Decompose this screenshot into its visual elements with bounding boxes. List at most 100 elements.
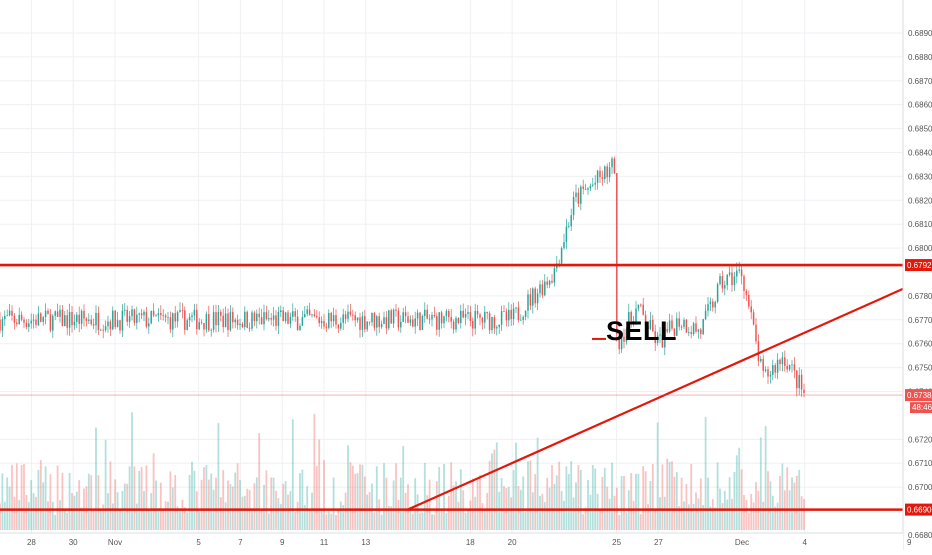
candle-body	[97, 312, 100, 331]
candle-body	[469, 312, 472, 321]
candle-body	[582, 186, 584, 189]
volume-bar	[395, 463, 397, 530]
candle-body	[73, 321, 76, 326]
candle-body	[160, 313, 162, 316]
candle-body	[575, 192, 577, 198]
volume-bar	[373, 512, 376, 530]
volume-bar	[167, 501, 169, 530]
candle-body	[656, 335, 659, 344]
candle-body	[359, 317, 361, 330]
candle-body	[527, 294, 529, 311]
volume-bar	[666, 458, 669, 530]
volume-bar	[272, 477, 275, 530]
price-axis	[903, 0, 932, 550]
volume-bar	[97, 475, 100, 530]
candle-body	[628, 312, 630, 330]
candle-body	[164, 315, 167, 318]
candle-body	[126, 309, 128, 322]
candle-body	[433, 314, 436, 317]
current-price-badge-label: 0.67385	[907, 391, 932, 400]
volume-bar	[303, 505, 306, 530]
volume-bar	[512, 470, 515, 530]
volume-bar	[726, 499, 729, 530]
volume-bar	[203, 467, 205, 530]
volume-bar	[186, 512, 189, 530]
volume-bar	[642, 466, 645, 530]
volume-bar	[332, 477, 335, 530]
candle-body	[131, 309, 133, 317]
volume-bar	[37, 469, 40, 530]
volume-bar	[291, 419, 294, 530]
candle-body	[733, 276, 736, 286]
candle-body	[714, 301, 716, 308]
candle-body	[577, 192, 580, 204]
candle-body	[580, 186, 582, 204]
date-tick-label: 18	[466, 538, 475, 547]
candle-body	[618, 334, 620, 350]
candle-body	[102, 329, 104, 331]
volume-bar	[138, 470, 141, 530]
candle-body	[68, 312, 71, 328]
volume-bar	[755, 482, 757, 530]
candle-body	[294, 311, 296, 317]
candle-body	[220, 311, 222, 316]
candle-body	[560, 248, 563, 264]
candle-body	[760, 358, 762, 362]
candle-body	[436, 316, 438, 330]
candle-body	[52, 315, 54, 331]
volume-bar	[229, 484, 232, 530]
candle-body	[589, 185, 592, 189]
candle-body	[61, 309, 64, 327]
volume-bar	[455, 481, 457, 530]
candle-body	[784, 357, 786, 366]
volume-bar	[359, 464, 361, 530]
volume-bar	[649, 481, 652, 530]
volume-bar	[747, 512, 750, 530]
candle-body	[409, 319, 412, 323]
candle-body	[503, 311, 505, 312]
candle-body	[59, 309, 61, 317]
countdown-badge	[910, 402, 932, 414]
candle-body	[318, 317, 320, 324]
candle-body	[155, 315, 157, 317]
candle-body	[347, 311, 349, 319]
volume-bar	[164, 501, 167, 530]
candle-body	[520, 319, 522, 321]
volume-bar	[791, 477, 793, 530]
volume-bar	[71, 493, 73, 530]
volume-bar	[279, 504, 282, 530]
date-tick-label: 4	[802, 538, 807, 547]
trendline	[407, 275, 931, 511]
volume-bar	[54, 514, 57, 530]
candle-body	[407, 316, 409, 323]
candle-body	[731, 272, 733, 286]
volume-bar	[759, 437, 762, 530]
candle-body	[104, 326, 107, 331]
candle-body	[508, 309, 510, 321]
candle-body	[392, 309, 395, 324]
candle-body	[539, 284, 541, 294]
volume-bar	[738, 447, 741, 530]
volume-bar	[445, 513, 448, 530]
volume-bar	[510, 497, 513, 530]
candle-body	[757, 341, 760, 362]
volume-bar	[668, 461, 671, 530]
candle-body	[364, 316, 366, 330]
candle-body	[488, 313, 491, 331]
candle-body	[584, 188, 587, 190]
candle-body	[402, 312, 404, 322]
candle-body	[431, 314, 433, 320]
volume-bar	[635, 473, 637, 530]
volume-bar	[733, 471, 736, 530]
candle-body	[179, 310, 181, 313]
candle-body	[661, 334, 664, 348]
candle-body	[769, 374, 772, 377]
candle-body	[388, 310, 390, 329]
volume-bar	[147, 508, 150, 530]
volume-bar	[579, 469, 582, 530]
candle-body	[707, 304, 709, 311]
candle-body	[119, 320, 121, 331]
